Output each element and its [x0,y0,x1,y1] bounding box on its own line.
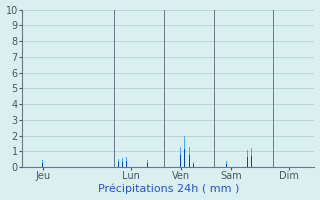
Bar [147,160,148,167]
Bar [226,161,227,167]
Bar [193,162,194,167]
Bar [247,150,248,167]
Bar [42,160,44,167]
Bar [184,149,186,167]
Bar [188,147,190,167]
Bar [251,148,252,167]
Bar [126,157,127,167]
Bar [122,158,123,167]
Bar [193,164,194,167]
Bar [117,159,119,167]
Bar [180,147,181,167]
Bar [251,156,252,167]
Bar [117,162,119,167]
Bar [147,163,148,167]
Bar [188,155,190,167]
Bar [184,136,186,167]
Bar [42,163,44,167]
Bar [126,161,127,167]
Bar [180,155,181,167]
Bar [226,164,227,167]
Bar [122,162,123,167]
X-axis label: Précipitations 24h ( mm ): Précipitations 24h ( mm ) [98,184,239,194]
Bar [247,157,248,167]
